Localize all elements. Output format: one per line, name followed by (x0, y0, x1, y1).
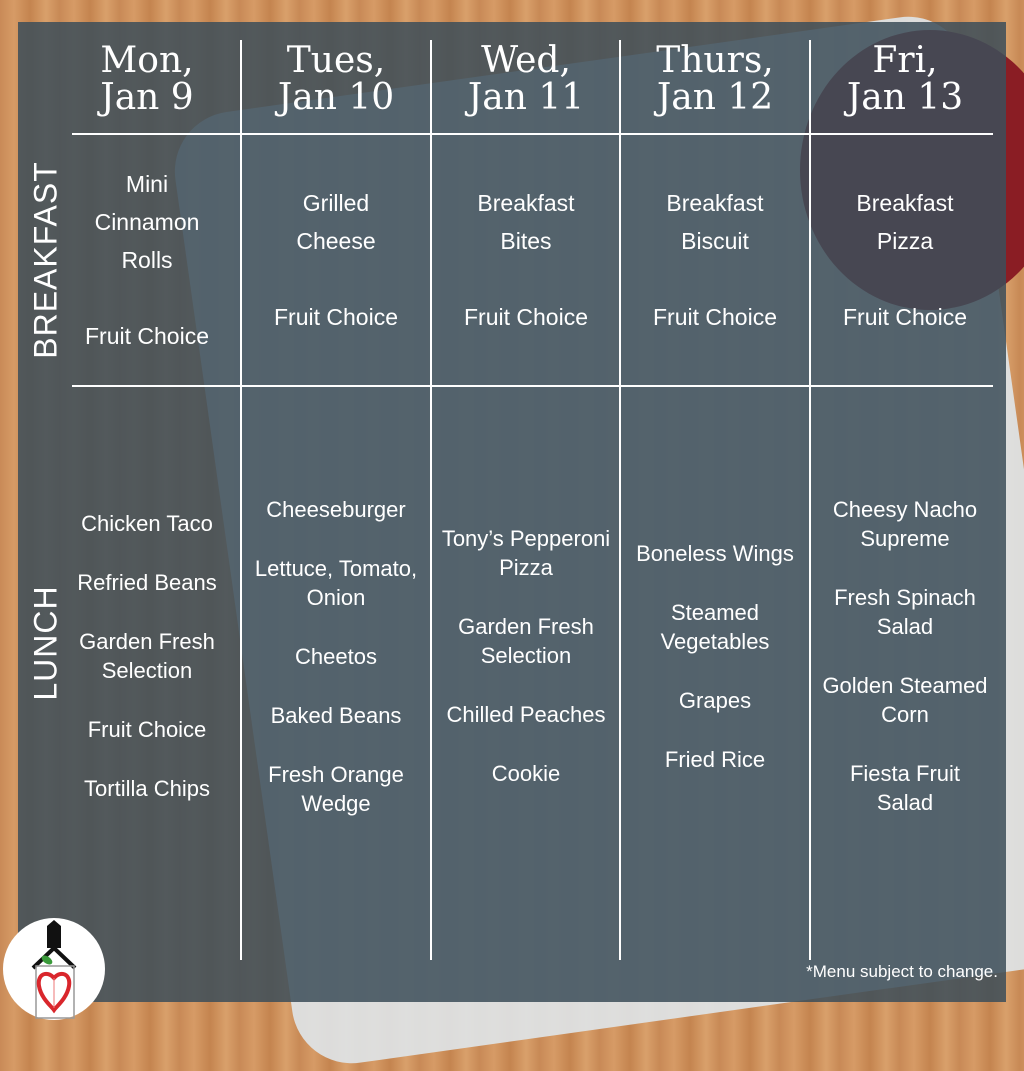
breakfast-cell: Breakfast Biscuit Fruit Choice (622, 134, 808, 386)
breakfast-cell: Breakfast Bites Fruit Choice (433, 134, 619, 386)
day-name: Fri, (872, 40, 938, 81)
lunch-cell: Boneless Wings Steamed Vegetables Grapes Fr… (622, 386, 808, 926)
menu-item: Fruit Choice (653, 304, 777, 330)
menu-item: Boneless Wings (636, 540, 794, 566)
menu-item: Fresh Spinach Salad (834, 585, 976, 639)
grid-line (619, 40, 621, 960)
menu-item: Cookie (491, 761, 561, 786)
day-header: Mon, Jan 9 (52, 42, 242, 116)
day-date: Jan 9 (100, 77, 194, 118)
day-header: Tues, Jan 10 (241, 42, 431, 116)
menu-item: Fruit Choice (85, 323, 209, 349)
lunch-cell: Chicken Taco Refried Beans Garden Fresh Se… (54, 386, 240, 926)
menu-item: Chicken Taco (81, 511, 213, 536)
grid-line (240, 40, 242, 960)
menu-item: Cheeseburger (266, 496, 406, 522)
lunch-cell: Cheeseburger Lettuce, Tomato, Onion Cheeto… (243, 386, 429, 926)
day-header: Wed, Jan 11 (431, 42, 621, 116)
menu-item: Cheetos (295, 643, 377, 669)
menu-item: Tony’s Pepperoni Pizza (441, 526, 611, 580)
grid-line (430, 40, 432, 960)
menu-item: Refried Beans (77, 570, 217, 595)
menu-item: Fresh Orange Wedge (268, 761, 404, 816)
breakfast-cell: Breakfast Pizza Fruit Choice (812, 134, 998, 386)
menu-item: Baked Beans (270, 702, 402, 728)
menu-item: Fruit Choice (843, 304, 967, 330)
breakfast-cell: Mini Cinnamon Rolls Fruit Choice (54, 134, 240, 386)
grid-line (72, 133, 993, 135)
menu-item: Golden Steamed Corn (822, 673, 988, 727)
schoolhouse-apple-icon (31, 920, 77, 1019)
day-name: Wed, (481, 40, 571, 81)
day-date: Jan 11 (467, 77, 585, 118)
menu-item: Breakfast Pizza (856, 190, 954, 254)
menu-item: Breakfast Bites (477, 190, 575, 254)
menu-panel (18, 22, 1006, 1002)
day-date: Jan 10 (277, 77, 395, 118)
menu-item: Breakfast Biscuit (666, 190, 764, 254)
menu-item: Garden Fresh Selection (458, 614, 594, 668)
grid-line (809, 40, 811, 960)
grid-line (72, 385, 993, 387)
menu-item: Fruit Choice (464, 304, 588, 330)
menu-item: Mini Cinnamon Rolls (94, 171, 200, 273)
menu-item: Fried Rice (664, 746, 766, 772)
menu-item: Grapes (678, 687, 752, 713)
day-header: Fri, Jan 13 (810, 42, 1000, 116)
menu-note: *Menu subject to change. (806, 962, 998, 981)
day-date: Jan 12 (656, 77, 774, 118)
menu-item: Fruit Choice (87, 717, 207, 742)
lunch-cell: Tony’s Pepperoni Pizza Garden Fresh Selec… (433, 386, 619, 926)
menu-item: Cheesy Nacho Supreme (832, 497, 978, 551)
menu-item: Tortilla Chips (84, 776, 210, 801)
day-header: Thurs, Jan 12 (620, 42, 810, 116)
menu-item: Fiesta Fruit Salad (849, 761, 961, 815)
day-name: Thurs, (656, 40, 774, 81)
menu-item: Chilled Peaches (446, 702, 606, 727)
menu-item: Garden Fresh Selection (79, 629, 215, 683)
day-date: Jan 13 (846, 77, 964, 118)
day-name: Tues, (286, 40, 386, 81)
breakfast-cell: Grilled Cheese Fruit Choice (243, 134, 429, 386)
menu-item: Fruit Choice (274, 304, 398, 330)
school-logo (3, 918, 105, 1020)
day-name: Mon, (100, 40, 194, 81)
menu-item: Grilled Cheese (296, 190, 376, 254)
menu-item: Lettuce, Tomato, Onion (254, 555, 418, 610)
menu-item: Steamed Vegetables (660, 599, 770, 654)
lunch-cell: Cheesy Nacho Supreme Fresh Spinach Salad G… (812, 386, 998, 926)
